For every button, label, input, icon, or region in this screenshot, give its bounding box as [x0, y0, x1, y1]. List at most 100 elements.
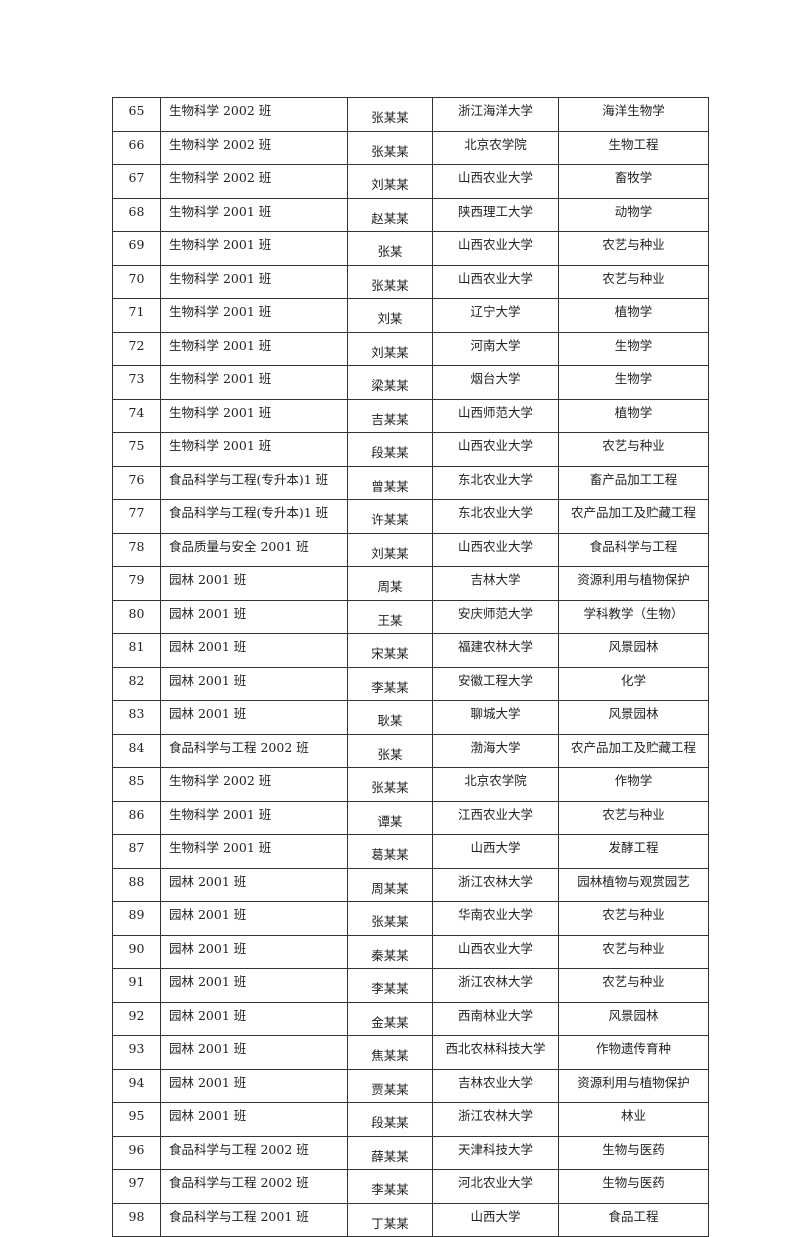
table-row: 67 生物科学 2002 班刘某某 山西农业大学 畜牧学	[112, 164, 709, 199]
table-row: 97 食品科学与工程 2002 班李某某 河北农业大学 生物与医药	[112, 1169, 709, 1204]
student-name-cell: 刘某某	[347, 164, 433, 199]
row-number-cell: 88	[112, 867, 161, 902]
row-number-cell: 83	[112, 700, 161, 735]
university-cell: 山西大学	[432, 1202, 559, 1237]
student-name-cell: 许某某	[347, 499, 433, 534]
class-name-cell: 园林 2001 班	[160, 901, 348, 936]
class-name-cell: 生物科学 2001 班	[160, 834, 348, 869]
university-cell: 西南林业大学	[432, 1001, 559, 1036]
table-row: 83 园林 2001 班耿某 聊城大学 风景园林	[112, 700, 709, 735]
table-row: 82 园林 2001 班李某某 安徽工程大学 化学	[112, 666, 709, 701]
class-name-cell: 生物科学 2002 班	[160, 97, 348, 132]
class-name-cell: 食品科学与工程 2002 班	[160, 733, 348, 768]
table-row: 72 生物科学 2001 班刘某某 河南大学 生物学	[112, 331, 709, 366]
class-name-cell: 园林 2001 班	[160, 968, 348, 1003]
student-name-cell: 丁某某	[347, 1202, 433, 1237]
row-number-cell: 81	[112, 633, 161, 668]
row-number-cell: 79	[112, 566, 161, 601]
major-cell: 学科教学（生物）	[558, 599, 709, 634]
student-name-cell: 宋某某	[347, 633, 433, 668]
university-cell: 吉林农业大学	[432, 1068, 559, 1103]
table-row: 75 生物科学 2001 班段某某 山西农业大学 农艺与种业	[112, 432, 709, 467]
admission-table: 65 生物科学 2002 班张某某 浙江海洋大学 海洋生物学 66 生物科学 2002 班…	[112, 97, 709, 1237]
row-number-cell: 82	[112, 666, 161, 701]
class-name-cell: 园林 2001 班	[160, 1001, 348, 1036]
university-cell: 北京农学院	[432, 767, 559, 802]
class-name-cell: 园林 2001 班	[160, 700, 348, 735]
student-name-cell: 谭某	[347, 800, 433, 835]
class-name-cell: 生物科学 2001 班	[160, 197, 348, 232]
table-row: 73 生物科学 2001 班梁某某 烟台大学 生物学	[112, 365, 709, 400]
row-number-cell: 71	[112, 298, 161, 333]
student-name-cell: 梁某某	[347, 365, 433, 400]
major-cell: 农艺与种业	[558, 264, 709, 299]
university-cell: 北京农学院	[432, 130, 559, 165]
university-cell: 聊城大学	[432, 700, 559, 735]
row-number-cell: 93	[112, 1035, 161, 1070]
university-cell: 浙江农林大学	[432, 968, 559, 1003]
major-cell: 生物学	[558, 365, 709, 400]
student-name-cell: 王某	[347, 599, 433, 634]
class-name-cell: 园林 2001 班	[160, 934, 348, 969]
row-number-cell: 70	[112, 264, 161, 299]
row-number-cell: 76	[112, 465, 161, 500]
row-number-cell: 96	[112, 1135, 161, 1170]
student-name-cell: 赵某某	[347, 197, 433, 232]
class-name-cell: 园林 2001 班	[160, 633, 348, 668]
university-cell: 山西农业大学	[432, 432, 559, 467]
student-name-cell: 秦某某	[347, 934, 433, 969]
university-cell: 东北农业大学	[432, 465, 559, 500]
university-cell: 安庆师范大学	[432, 599, 559, 634]
class-name-cell: 园林 2001 班	[160, 599, 348, 634]
major-cell: 化学	[558, 666, 709, 701]
major-cell: 畜产品加工工程	[558, 465, 709, 500]
university-cell: 西北农林科技大学	[432, 1035, 559, 1070]
university-cell: 烟台大学	[432, 365, 559, 400]
university-cell: 华南农业大学	[432, 901, 559, 936]
university-cell: 吉林大学	[432, 566, 559, 601]
table-row: 71 生物科学 2001 班刘某 辽宁大学 植物学	[112, 298, 709, 333]
class-name-cell: 生物科学 2001 班	[160, 264, 348, 299]
university-cell: 山西农业大学	[432, 231, 559, 266]
major-cell: 农艺与种业	[558, 800, 709, 835]
major-cell: 食品工程	[558, 1202, 709, 1237]
university-cell: 陕西理工大学	[432, 197, 559, 232]
table-row: 98 食品科学与工程 2001 班丁某某 山西大学 食品工程	[112, 1202, 709, 1237]
row-number-cell: 90	[112, 934, 161, 969]
major-cell: 生物工程	[558, 130, 709, 165]
university-cell: 东北农业大学	[432, 499, 559, 534]
row-number-cell: 94	[112, 1068, 161, 1103]
major-cell: 植物学	[558, 298, 709, 333]
class-name-cell: 食品科学与工程(专升本)1 班	[160, 465, 348, 500]
table-row: 76 食品科学与工程(专升本)1 班曾某某 东北农业大学 畜产品加工工程	[112, 465, 709, 500]
major-cell: 农产品加工及贮藏工程	[558, 499, 709, 534]
class-name-cell: 园林 2001 班	[160, 666, 348, 701]
table-row: 96 食品科学与工程 2002 班薛某某 天津科技大学 生物与医药	[112, 1135, 709, 1170]
row-number-cell: 85	[112, 767, 161, 802]
student-name-cell: 张某某	[347, 97, 433, 132]
class-name-cell: 食品科学与工程(专升本)1 班	[160, 499, 348, 534]
class-name-cell: 生物科学 2001 班	[160, 331, 348, 366]
row-number-cell: 78	[112, 532, 161, 567]
major-cell: 农产品加工及贮藏工程	[558, 733, 709, 768]
major-cell: 风景园林	[558, 700, 709, 735]
table-row: 85 生物科学 2002 班张某某 北京农学院 作物学	[112, 767, 709, 802]
student-name-cell: 李某某	[347, 1169, 433, 1204]
row-number-cell: 72	[112, 331, 161, 366]
university-cell: 山西农业大学	[432, 264, 559, 299]
class-name-cell: 园林 2001 班	[160, 1035, 348, 1070]
student-name-cell: 李某某	[347, 968, 433, 1003]
table-row: 80 园林 2001 班王某 安庆师范大学 学科教学（生物）	[112, 599, 709, 634]
class-name-cell: 生物科学 2001 班	[160, 298, 348, 333]
table-row: 78 食品质量与安全 2001 班刘某某 山西农业大学 食品科学与工程	[112, 532, 709, 567]
row-number-cell: 92	[112, 1001, 161, 1036]
row-number-cell: 84	[112, 733, 161, 768]
row-number-cell: 74	[112, 398, 161, 433]
table-row: 94 园林 2001 班贾某某 吉林农业大学 资源利用与植物保护	[112, 1068, 709, 1103]
table-row: 65 生物科学 2002 班张某某 浙江海洋大学 海洋生物学	[112, 97, 709, 132]
row-number-cell: 86	[112, 800, 161, 835]
student-name-cell: 李某某	[347, 666, 433, 701]
table-row: 91 园林 2001 班李某某 浙江农林大学 农艺与种业	[112, 968, 709, 1003]
major-cell: 农艺与种业	[558, 968, 709, 1003]
class-name-cell: 园林 2001 班	[160, 867, 348, 902]
